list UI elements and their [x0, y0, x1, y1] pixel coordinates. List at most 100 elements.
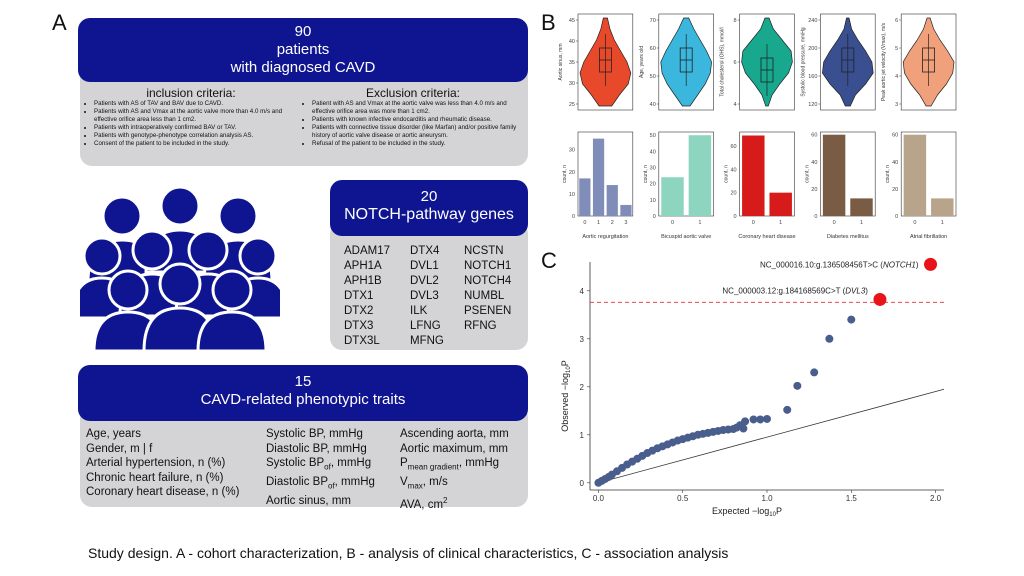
bar-plot: count, n 60 40 20 0 0 1 Diabetes mellitus: [804, 131, 876, 240]
bar-tick-label: 20: [811, 187, 817, 193]
genes-header: 20 NOTCH-pathway genes: [330, 180, 528, 236]
violin-tick-label: 25: [569, 102, 575, 108]
bar-tick-label: 10: [650, 198, 656, 204]
bar-tick-label: 40: [892, 160, 898, 166]
traits-header: 15 CAVD-related phenotypic traits: [78, 365, 528, 421]
bar: [822, 134, 846, 216]
bar-tick-label: 50: [650, 133, 656, 139]
bar-tick-label: 0: [814, 214, 817, 220]
trait-name: Gender, m | f: [86, 442, 153, 455]
qq-highlighted-point: [924, 257, 938, 271]
bar-tick-label: 0: [653, 214, 656, 220]
gene-name: ILK: [410, 305, 428, 317]
violin-frame: [900, 13, 957, 111]
bar-tick-label: 20: [569, 170, 575, 176]
patients-group-icon: [80, 186, 280, 351]
gene-name: DTX3L: [344, 335, 380, 347]
bar-plot: count, n 60 40 20 0 0 1 Coronary heart disease: [724, 131, 796, 240]
violin-ylabel: Aortic sinus, mm: [558, 44, 564, 81]
cohort-header: 90 patients with diagnosed CAVD: [78, 18, 528, 82]
violin-plot: Aortic sinus, mm 45 40 35 30 25: [558, 13, 634, 111]
bar-tick-label: 60: [892, 133, 898, 139]
qq-point: [847, 315, 856, 324]
bar-category-label: 0: [913, 220, 916, 226]
exclusion-item: Refusal of the patient to be included in…: [312, 140, 524, 148]
inclusion-item: Patients with AS and Vmax at the aortic …: [94, 108, 298, 124]
x-axis-title-main: Expected −log: [712, 506, 769, 516]
inclusion-item: Patients with genotype-phenotype correla…: [94, 132, 298, 140]
dvl3-variant-id: NC_000003.12:g.184168569C>T (: [722, 286, 845, 295]
x-tick-label: 1.0: [761, 494, 773, 503]
bar-tick-label: 60: [730, 144, 736, 150]
trait-name: Systolic BPof, mmHg: [266, 457, 372, 472]
x-axis-title: Expected −log10P: [712, 506, 782, 518]
violin-tick-label: 40: [650, 102, 656, 108]
bar-ylabel: count, n: [724, 165, 730, 183]
violin-ylabel: Peak aortic jet velocity (Vmax), m/s: [881, 22, 887, 101]
bar-tick-label: 0: [734, 214, 737, 220]
bar-tick-label: 40: [811, 160, 817, 166]
bar-ylabel: count, n: [804, 165, 810, 183]
cohort-line1: patients: [276, 41, 330, 58]
bar: [850, 198, 873, 216]
qq-highlighted-point: [873, 292, 887, 306]
exclusion-title: Exclusion criteria:: [365, 86, 461, 100]
gene-name: DVL1: [410, 260, 439, 272]
trait-name: Systolic BP, mmHg: [266, 428, 363, 440]
y-tick-label: 2: [580, 383, 585, 392]
bar-frame: [820, 131, 876, 217]
exclusion-criteria: Exclusion criteria: Patient with AS and …: [302, 86, 524, 148]
gene-name: NUMBL: [464, 290, 505, 302]
gene-name: PSENEN: [464, 305, 512, 317]
qq-point: [739, 424, 748, 433]
trait-name: Pmean gradient, mmHg: [400, 457, 500, 472]
exclusion-list: Patient with AS and Vmax at the aortic v…: [302, 100, 524, 148]
bar: [579, 178, 591, 216]
violin-frame: [820, 13, 876, 111]
bar-category-label: 0: [752, 220, 755, 226]
qq-point: [594, 478, 603, 487]
violin-plot: Total cholesterol (OHS), mmol/l 8 6 4: [720, 13, 795, 111]
bar-xlabel: Diabetes mellitus: [827, 234, 869, 240]
y-axis-title-sub: 10: [566, 366, 572, 373]
bar-ylabel: count, n: [562, 165, 568, 183]
y-tick-label: 3: [580, 335, 585, 344]
qq-point: [756, 415, 765, 424]
bar: [903, 134, 927, 216]
bar-tick-label: 20: [650, 182, 656, 188]
bar-xlabel: Atrial fibrillation: [910, 234, 947, 240]
trait-name: Ascending aorta, mm: [400, 428, 509, 440]
inclusion-item: Patients with AS of TAV and BAV due to C…: [94, 100, 298, 108]
bar-category-label: 0: [833, 220, 836, 226]
bar-category-label: 1: [698, 220, 701, 226]
inclusion-title: inclusion criteria:: [146, 86, 236, 100]
inclusion-list: Patients with AS of TAV and BAV due to C…: [84, 100, 298, 148]
x-tick-label: 0.0: [593, 494, 605, 503]
traits-title: CAVD-related phenotypic traits: [200, 391, 406, 408]
x-axis-title-sub: 10: [769, 512, 776, 518]
trait-name: Aortic maximum, mm: [400, 442, 508, 455]
reference-line: [598, 388, 945, 484]
x-axis-title-tail: P: [776, 506, 782, 516]
y-tick-label: 1: [580, 431, 585, 440]
gene-name: DTX2: [344, 305, 374, 317]
figure-caption: Study design. A - cohort characterizatio…: [88, 545, 729, 561]
gene-name: LFNG: [410, 320, 441, 332]
bar-category-label: 0: [583, 220, 586, 226]
violin-tick-label: 240: [808, 18, 817, 24]
qq-point: [783, 405, 792, 414]
dvl3-gene: DVL3: [845, 286, 866, 295]
bar-tick-label: 60: [811, 133, 817, 139]
bar: [688, 135, 712, 216]
violin-tick-label: 45: [569, 18, 575, 24]
gene-name: DVL3: [410, 290, 439, 302]
trait-name: Coronary heart disease, n (%): [86, 486, 240, 498]
x-tick-label: 0.5: [677, 494, 689, 503]
notch1-close: ): [916, 260, 919, 269]
bar-frame: [900, 131, 957, 217]
bar-xlabel: Bicuspid aortic valve: [661, 234, 711, 240]
gene-name: DTX1: [344, 290, 374, 302]
dvl3-variant-label: NC_000003.12:g.184168569C>T (DVL3): [722, 286, 868, 295]
trait-name: AVA, cm2: [400, 495, 448, 511]
gene-name: DTX3: [344, 320, 374, 332]
